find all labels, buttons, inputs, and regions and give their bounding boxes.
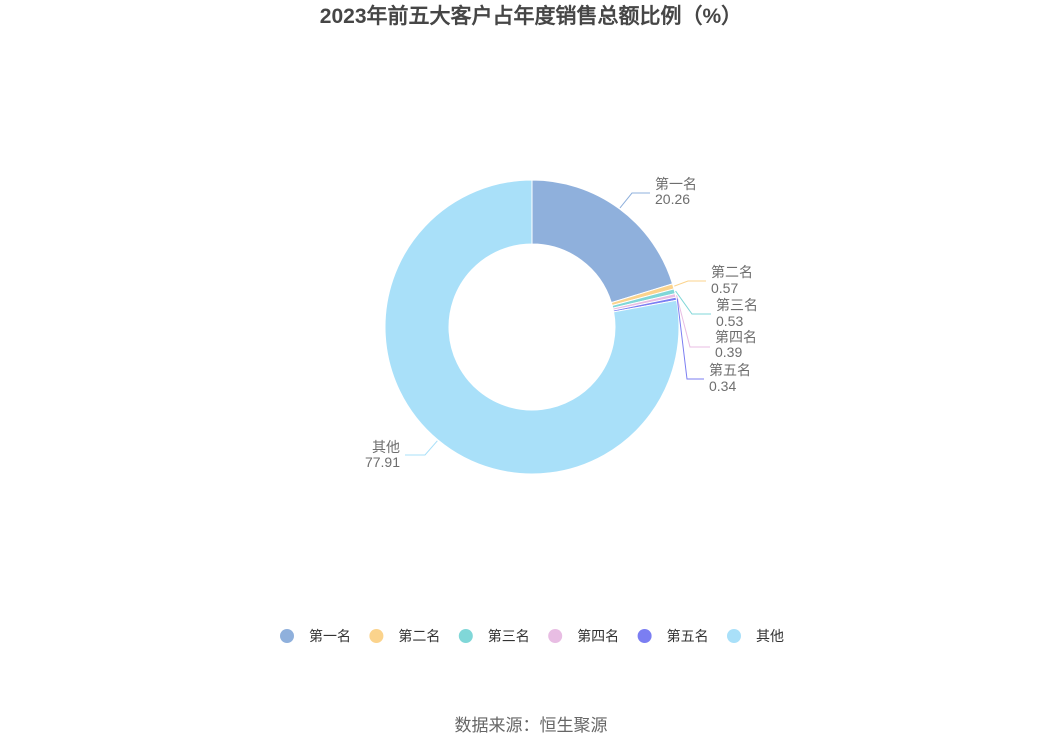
legend-marker [280, 629, 294, 643]
legend-item-5[interactable]: 第五名 [637, 628, 709, 644]
leader-line-5 [676, 298, 704, 380]
slice-other [384, 179, 680, 475]
slice-label-name-3: 第三名 [716, 297, 758, 313]
slice-label-value-5: 0.34 [709, 378, 736, 394]
slice-label-name-6: 其他 [372, 439, 400, 455]
slice-label-name-1: 第一名 [655, 176, 697, 192]
slice-label-name-5: 第五名 [709, 362, 751, 378]
legend: 第一名 第二名 第三名 第四名 第五名 其他 [280, 628, 784, 644]
legend-marker [637, 629, 652, 643]
slice-label-value-6: 77.91 [365, 454, 400, 470]
leader-line-3 [675, 290, 711, 315]
slice-label-value-3: 0.53 [716, 313, 743, 329]
legend-label: 第二名 [398, 628, 440, 644]
chart-title: 2023年前五大客户占年度销售总额比例（%） [320, 4, 742, 28]
slice-label-value-1: 20.26 [655, 191, 690, 207]
legend-marker [548, 629, 563, 643]
slice-label-name-4: 第四名 [715, 329, 757, 345]
legend-label: 其他 [756, 628, 784, 644]
legend-item-6[interactable]: 其他 [727, 628, 784, 644]
donut-slices [384, 179, 680, 475]
legend-label: 第三名 [488, 628, 530, 644]
slice-label-value-2: 0.57 [711, 280, 738, 296]
leader-line-6 [405, 440, 438, 456]
slice-label-name-2: 第二名 [711, 264, 753, 280]
legend-marker [458, 629, 473, 643]
leader-line-2 [674, 280, 706, 287]
data-source: 数据来源：恒生聚源 [455, 716, 608, 735]
slice-label-value-4: 0.39 [715, 344, 742, 360]
legend-marker [369, 629, 384, 643]
slice-rank-1 [531, 179, 674, 304]
legend-item-4[interactable]: 第四名 [548, 628, 619, 644]
legend-label: 第一名 [309, 628, 351, 644]
legend-item-1[interactable]: 第一名 [280, 628, 351, 644]
leader-line-1 [619, 192, 650, 209]
legend-marker [727, 629, 741, 643]
legend-label: 第四名 [577, 628, 619, 644]
leader-line-4 [676, 295, 710, 348]
legend-item-3[interactable]: 第三名 [458, 628, 530, 644]
legend-label: 第五名 [667, 628, 709, 644]
legend-item-2[interactable]: 第二名 [369, 628, 440, 644]
